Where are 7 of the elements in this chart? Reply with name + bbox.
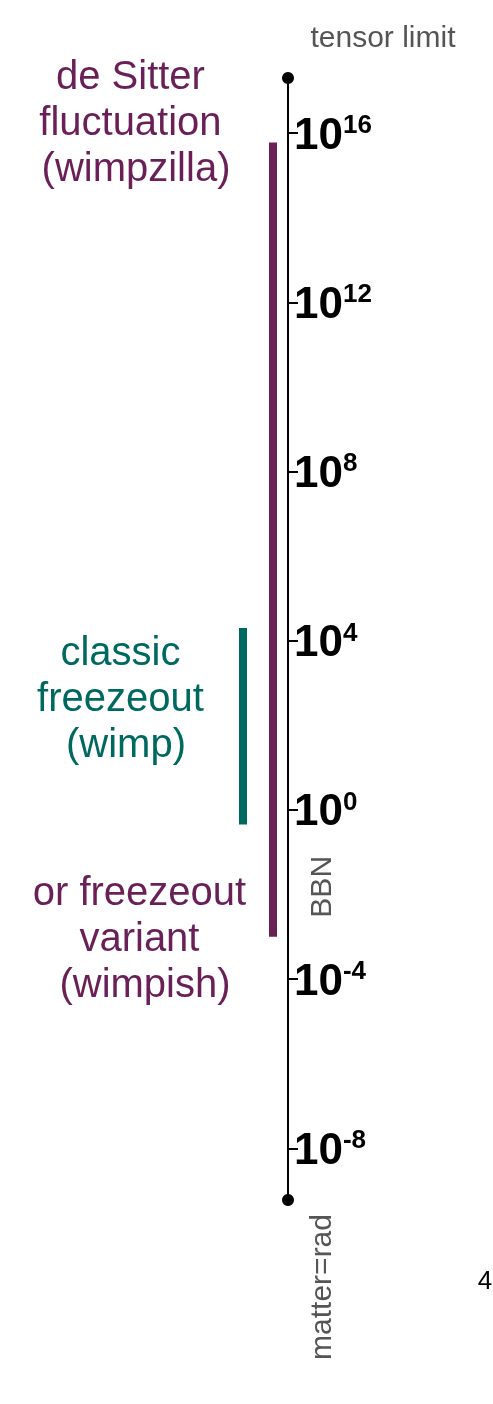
text: classic freezeout (wimp) — [37, 628, 215, 765]
text: 4 — [477, 1265, 493, 1295]
text: BBN — [303, 855, 337, 918]
text: tensor limit — [310, 19, 457, 53]
annotation: de Sitter fluctuation (wimpzilla) — [39, 53, 233, 190]
text: matter=rad — [303, 1214, 337, 1360]
annotation: or freezeout variant (wimpish) — [32, 868, 258, 1005]
